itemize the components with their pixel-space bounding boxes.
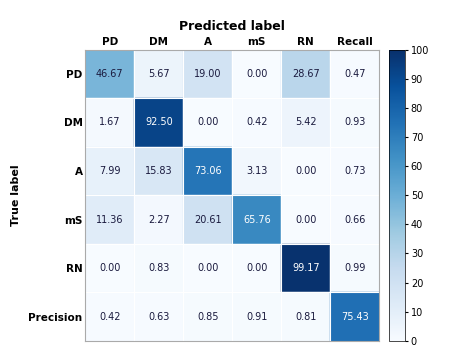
Text: 19.00: 19.00 (194, 69, 221, 79)
Bar (281, 50, 330, 98)
Bar (281, 292, 330, 341)
Bar (281, 244, 330, 292)
Text: 0.63: 0.63 (148, 312, 170, 322)
Text: 73.06: 73.06 (194, 166, 221, 176)
Bar (232, 98, 281, 147)
Bar (85, 147, 134, 195)
Text: 7.99: 7.99 (99, 166, 120, 176)
Text: 0.47: 0.47 (344, 69, 365, 79)
Bar (85, 50, 134, 98)
Bar (330, 292, 379, 341)
Bar (134, 98, 183, 147)
Text: 75.43: 75.43 (341, 312, 369, 322)
Bar (183, 292, 232, 341)
Text: 0.42: 0.42 (246, 118, 267, 127)
Text: 0.00: 0.00 (295, 166, 317, 176)
Bar (85, 195, 134, 244)
Bar (134, 195, 183, 244)
Bar (134, 244, 183, 292)
Bar (232, 292, 281, 341)
Bar (85, 98, 134, 147)
Text: 0.66: 0.66 (344, 214, 365, 224)
Bar (85, 244, 134, 292)
Text: 5.67: 5.67 (148, 69, 170, 79)
Bar (330, 195, 379, 244)
Text: 0.00: 0.00 (246, 263, 267, 273)
Bar (134, 50, 183, 98)
Text: 2.27: 2.27 (148, 214, 170, 224)
Text: 20.61: 20.61 (194, 214, 221, 224)
Text: 11.36: 11.36 (96, 214, 124, 224)
Text: 99.17: 99.17 (292, 263, 319, 273)
Bar (232, 50, 281, 98)
Text: 15.83: 15.83 (145, 166, 173, 176)
Bar (134, 292, 183, 341)
Bar (281, 98, 330, 147)
Y-axis label: True label: True label (11, 164, 21, 226)
Text: 0.73: 0.73 (344, 166, 365, 176)
Bar (183, 98, 232, 147)
Text: 0.99: 0.99 (344, 263, 365, 273)
Bar (134, 147, 183, 195)
Bar (281, 147, 330, 195)
Text: 5.42: 5.42 (295, 118, 317, 127)
Bar (330, 98, 379, 147)
Text: 65.76: 65.76 (243, 214, 271, 224)
Text: 0.91: 0.91 (246, 312, 267, 322)
Text: 0.00: 0.00 (99, 263, 120, 273)
Text: 1.67: 1.67 (99, 118, 120, 127)
Text: 0.00: 0.00 (295, 214, 317, 224)
Bar (183, 195, 232, 244)
Bar (183, 244, 232, 292)
Text: 0.81: 0.81 (295, 312, 317, 322)
Text: 46.67: 46.67 (96, 69, 124, 79)
Bar (85, 292, 134, 341)
Bar (281, 195, 330, 244)
Bar (330, 50, 379, 98)
Text: 0.83: 0.83 (148, 263, 170, 273)
Bar (232, 195, 281, 244)
Text: 28.67: 28.67 (292, 69, 319, 79)
Text: 0.00: 0.00 (197, 263, 219, 273)
Bar (183, 147, 232, 195)
Bar (330, 147, 379, 195)
Text: 3.13: 3.13 (246, 166, 267, 176)
Bar (232, 244, 281, 292)
Text: 0.85: 0.85 (197, 312, 219, 322)
Bar (330, 244, 379, 292)
Text: 0.00: 0.00 (197, 118, 219, 127)
Bar (183, 50, 232, 98)
Bar (232, 147, 281, 195)
X-axis label: Predicted label: Predicted label (179, 20, 285, 33)
Text: 0.93: 0.93 (344, 118, 365, 127)
Text: 0.42: 0.42 (99, 312, 120, 322)
Text: 92.50: 92.50 (145, 118, 173, 127)
Text: 0.00: 0.00 (246, 69, 267, 79)
